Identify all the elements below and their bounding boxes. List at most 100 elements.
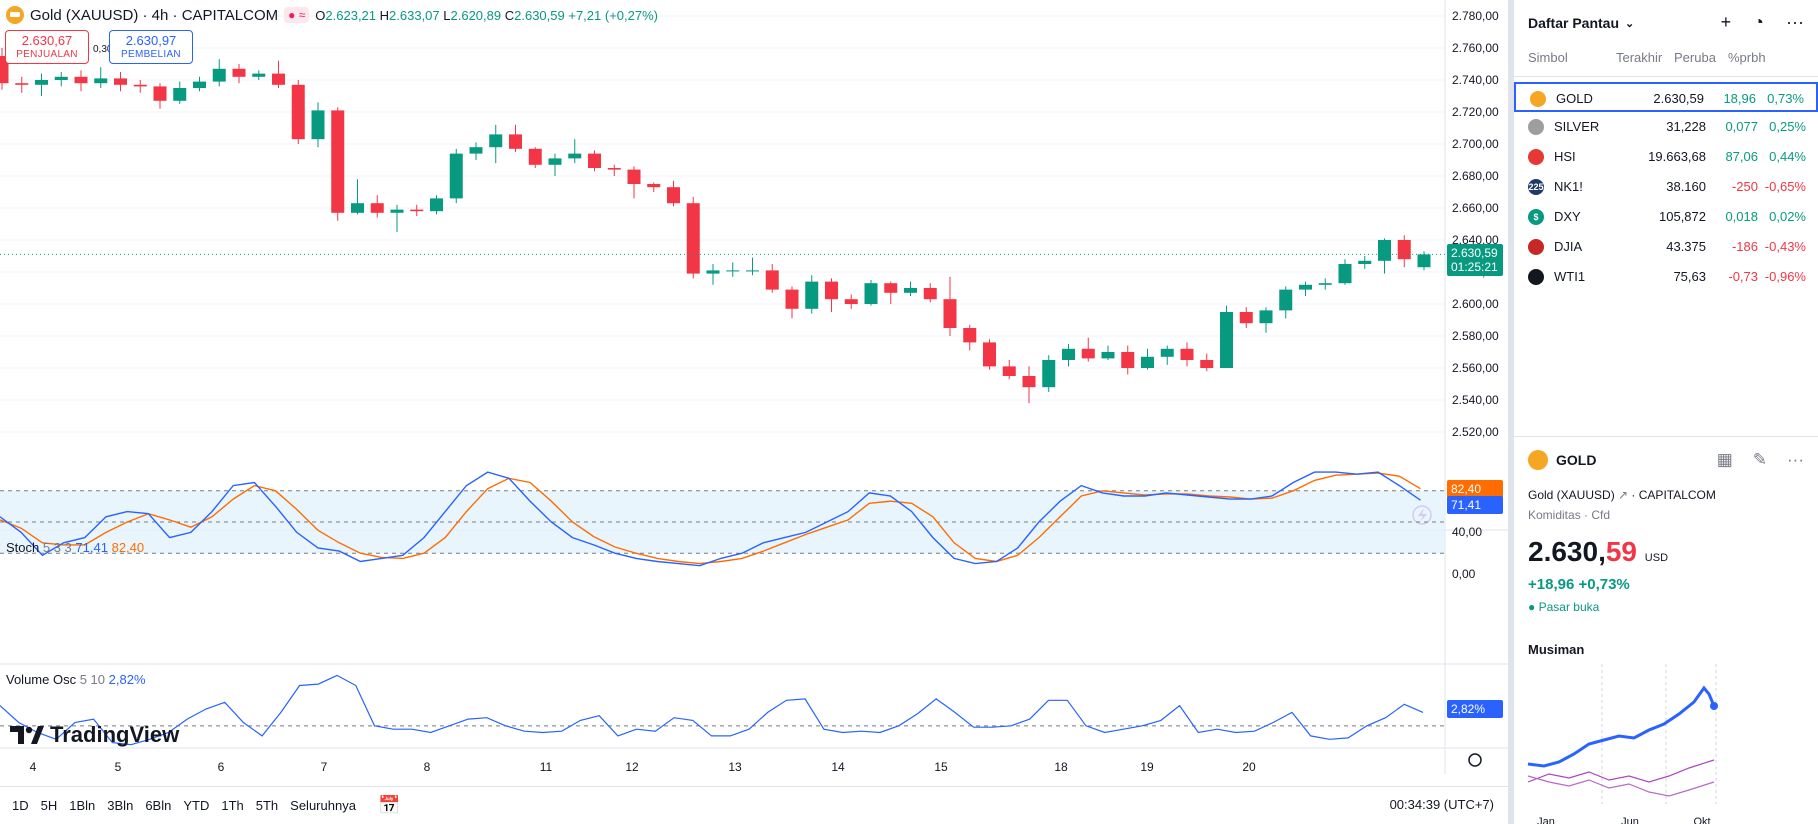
- detail-name[interactable]: Gold (XAUUSD): [1528, 488, 1615, 502]
- stoch-axis-tick-label: 40,00: [1452, 525, 1483, 540]
- market-status-text: Pasar buka: [1538, 600, 1600, 614]
- edit-icon[interactable]: ✎: [1752, 450, 1768, 469]
- watchlist-row-dxy[interactable]: $ DXY 105,872 0,018 0,02%: [1514, 202, 1818, 232]
- date-range-icon[interactable]: 📅: [377, 795, 401, 815]
- chart-type-toggle-icon[interactable]: ● ≈: [284, 7, 310, 23]
- watchlist-change-pct: -0,43%: [1764, 239, 1806, 254]
- candle-body: [686, 203, 700, 274]
- buy-button[interactable]: 2.630,97 PEMBELIAN: [109, 30, 193, 64]
- watchlist-row-gold[interactable]: GOLD 2.630,59 18,96 0,73%: [1514, 82, 1818, 112]
- candle-body: [904, 288, 917, 293]
- seasonal-title[interactable]: Musiman: [1528, 642, 1585, 657]
- buy-label: PEMBELIAN: [121, 49, 181, 60]
- range-button[interactable]: 1Th: [221, 798, 244, 813]
- range-button[interactable]: 3Bln: [107, 798, 134, 813]
- candle-body: [74, 76, 88, 84]
- detail-symbol[interactable]: GOLD: [1556, 452, 1597, 468]
- candle-body: [568, 153, 582, 159]
- more-options-icon[interactable]: ···: [1786, 12, 1804, 32]
- col-change-pct[interactable]: %prbh: [1728, 50, 1766, 65]
- watchlist-last: 2.630,59: [1653, 91, 1704, 106]
- y-axis-tick-label: 2.640,00: [1452, 233, 1499, 247]
- candle-body: [370, 203, 384, 213]
- seasonal-chart[interactable]: [1514, 664, 1818, 814]
- close-value: 2.630,59: [514, 7, 565, 23]
- clock[interactable]: 00:34:39 (UTC+7): [1389, 797, 1494, 812]
- volume-osc-legend[interactable]: Volume Osc 5 10 2,82%: [6, 672, 146, 687]
- watchlist-title[interactable]: Daftar Pantau: [1528, 15, 1620, 31]
- external-link-icon[interactable]: ↗: [1618, 488, 1632, 502]
- candle-body: [252, 73, 266, 77]
- range-button[interactable]: 5H: [40, 798, 58, 813]
- candle-body: [805, 281, 819, 309]
- range-button[interactable]: 1Bln: [69, 798, 96, 813]
- candle-body: [1101, 352, 1115, 359]
- more-options-icon[interactable]: ···: [1787, 450, 1804, 469]
- candle-body: [212, 68, 226, 82]
- y-axis-tick-label: 2.700,00: [1452, 137, 1499, 151]
- stoch-d-tag: 82,40: [1447, 480, 1503, 499]
- chart-area[interactable]: Gold (XAUUSD) · 4h · CAPITALCOM ● ≈ O2.6…: [0, 0, 1508, 774]
- stoch-legend[interactable]: Stoch 5 3 3 71,41 82,40: [6, 540, 144, 555]
- add-symbol-icon[interactable]: +: [1720, 12, 1732, 32]
- watchlist-change: -0,73: [1728, 269, 1758, 284]
- candle-body: [449, 153, 463, 199]
- y-axis-tick-label: 2.560,00: [1452, 361, 1499, 375]
- advanced-view-icon[interactable]: ◔: [1753, 12, 1765, 32]
- watchlist-row-wti1[interactable]: WTI1 75,63 -0,73 -0,96%: [1514, 262, 1818, 292]
- candle-body: [1062, 348, 1075, 360]
- seasonal-month-label: Okt: [1693, 816, 1711, 824]
- grid-layout-icon[interactable]: ▦: [1716, 450, 1733, 469]
- candle-body: [430, 198, 443, 212]
- candle-body: [825, 281, 838, 300]
- range-button[interactable]: 5Th: [255, 798, 279, 813]
- candle-body: [548, 158, 562, 165]
- candle-body: [864, 283, 878, 304]
- col-symbol[interactable]: Simbol: [1528, 50, 1568, 65]
- panel-divider[interactable]: [1508, 0, 1514, 824]
- detail-exchange: CAPITALCOM: [1638, 488, 1716, 502]
- sell-label: PENJUALAN: [16, 49, 78, 60]
- volume-osc-tag: 2,82%: [1447, 700, 1503, 718]
- range-button[interactable]: YTD: [183, 798, 210, 813]
- col-change[interactable]: Peruba: [1674, 50, 1716, 65]
- y-axis-tick-label: 2.580,00: [1452, 329, 1499, 343]
- chart-canvas[interactable]: [0, 0, 1508, 774]
- y-axis-tick-label: 2.760,00: [1452, 41, 1499, 55]
- candle-body: [844, 299, 858, 304]
- candle-body: [1417, 254, 1431, 268]
- candle-body: [351, 203, 364, 213]
- symbol-title[interactable]: Gold (XAUUSD) · 4h · CAPITALCOM: [30, 6, 279, 24]
- gold-symbol-icon: [6, 6, 24, 24]
- tradingview-logo[interactable]: TradingView: [10, 722, 179, 748]
- chevron-down-icon[interactable]: ⌄: [1625, 17, 1635, 30]
- stoch-d-value: 82,40: [111, 540, 145, 555]
- col-last[interactable]: Terakhir: [1616, 50, 1663, 65]
- seasonal-line-prev2: [1527, 775, 1715, 797]
- watchlist-row-hsi[interactable]: HSI 19.663,68 87,06 0,44%: [1514, 142, 1818, 172]
- candle-body: [1180, 348, 1194, 360]
- watchlist-row-nk1[interactable]: 225 NK1! 38.160 -250 -0,65%: [1514, 172, 1818, 202]
- candle-body: [0, 56, 9, 84]
- watchlist-last: 19.663,68: [1648, 149, 1706, 164]
- market-status: ● Pasar buka: [1528, 600, 1599, 614]
- watchlist-change-pct: -0,96%: [1764, 269, 1806, 284]
- seasonal-line-prev: [1527, 759, 1715, 783]
- x-axis-tick-label: 20: [1242, 760, 1256, 774]
- range-button[interactable]: 6Bln: [145, 798, 172, 813]
- watchlist-row-silver[interactable]: SILVER 31,228 0,077 0,25%: [1514, 112, 1818, 142]
- candle-body: [1259, 310, 1273, 324]
- sell-button[interactable]: 2.630,67 PENJUALAN: [5, 30, 89, 64]
- currency-label: USD: [1644, 552, 1669, 564]
- y-axis-tick-label: 2.680,00: [1452, 169, 1499, 183]
- candle-body: [1002, 366, 1016, 376]
- chart-legend: Gold (XAUUSD) · 4h · CAPITALCOM ● ≈ O2.6…: [6, 6, 658, 24]
- watchlist-last: 75,63: [1673, 269, 1706, 284]
- detail-category: Komiditas · Cfd: [1528, 508, 1611, 522]
- range-button[interactable]: 1D: [12, 798, 29, 813]
- watchlist-row-djia[interactable]: DJIA 43.375 -186 -0,43%: [1514, 232, 1818, 262]
- range-button[interactable]: Seluruhnya: [290, 798, 356, 813]
- y-axis-tick-label: 2.780,00: [1452, 9, 1499, 23]
- watchlist-last: 38.160: [1666, 179, 1706, 194]
- candle-body: [35, 80, 48, 85]
